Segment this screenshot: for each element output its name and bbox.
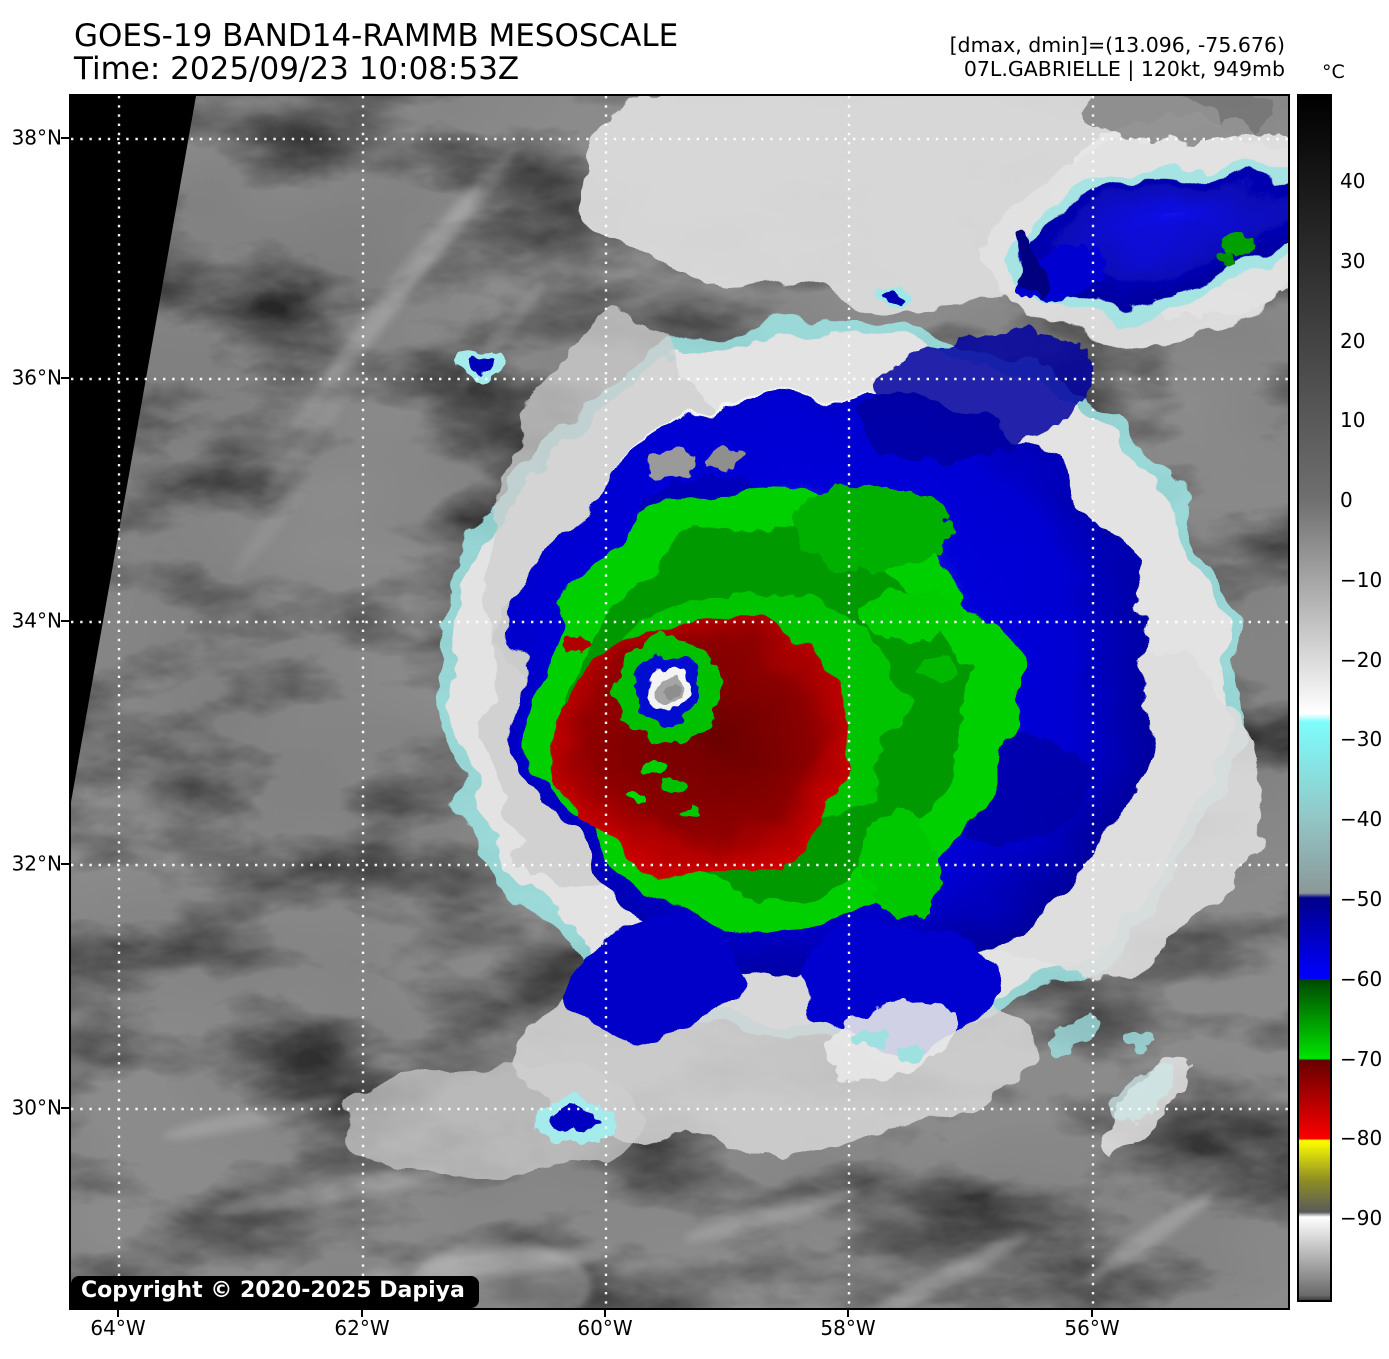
- lat-label: 30°N: [11, 1095, 62, 1120]
- lon-tickmark: [117, 1310, 119, 1317]
- colorbar-tick: 0: [1340, 488, 1353, 513]
- colorbar-tick: −60: [1340, 967, 1383, 992]
- info-block: [dmax, dmin]=(13.096, -75.676) 07L.GABRI…: [950, 33, 1285, 81]
- lat-label: 34°N: [11, 608, 62, 633]
- lat-tickmark: [61, 1107, 69, 1109]
- lat-label: 36°N: [11, 365, 62, 390]
- colorbar-tick: −10: [1340, 568, 1383, 593]
- storm-status: 07L.GABRIELLE | 120kt, 949mb: [963, 57, 1285, 82]
- lat-tickmark: [61, 377, 69, 379]
- colorbar-tick: −70: [1340, 1047, 1383, 1072]
- lon-label: 58°W: [820, 1316, 876, 1340]
- page-title: GOES-19 BAND14-RAMMB MESOSCALE: [74, 18, 679, 54]
- lat-tickmark: [61, 620, 69, 622]
- lon-tickmark: [847, 1310, 849, 1317]
- colorbar-tick: 30: [1340, 249, 1366, 274]
- colorbar-tick: 10: [1340, 408, 1366, 433]
- temperature-colorbar: [1297, 94, 1332, 1302]
- title-block: GOES-19 BAND14-RAMMB MESOSCALE Time: 202…: [74, 18, 679, 88]
- lon-tickmark: [361, 1310, 363, 1317]
- lon-label: 56°W: [1064, 1316, 1120, 1340]
- colorbar-tick: −50: [1340, 887, 1383, 912]
- colorbar-tick: −30: [1340, 727, 1383, 752]
- copyright-watermark: Copyright © 2020-2025 Dapiya: [71, 1276, 479, 1308]
- northeast-cold-band: [878, 96, 1288, 340]
- colorbar-tick: −40: [1340, 807, 1383, 832]
- dmax-dmin-readout: [dmax, dmin]=(13.096, -75.676): [949, 33, 1285, 57]
- satellite-image: [71, 96, 1288, 1308]
- colorbar-tick: −90: [1340, 1206, 1383, 1231]
- satellite-map: Copyright © 2020-2025 Dapiya: [69, 94, 1290, 1310]
- colorbar-tick: −80: [1340, 1126, 1383, 1151]
- graticule: [71, 96, 1288, 1308]
- lon-label: 64°W: [90, 1316, 146, 1340]
- timestamp: Time: 2025/09/23 10:08:53Z: [74, 51, 520, 88]
- lon-label: 62°W: [334, 1316, 390, 1340]
- colorbar-tick: 40: [1340, 169, 1366, 194]
- colorbar-tick: 20: [1340, 329, 1366, 354]
- lat-tickmark: [61, 137, 69, 139]
- sector-edge-nodata: [71, 96, 196, 802]
- colorbar-tick: −20: [1340, 648, 1383, 673]
- lon-tickmark: [604, 1310, 606, 1317]
- lon-label: 60°W: [577, 1316, 633, 1340]
- lat-label: 32°N: [11, 851, 62, 876]
- colorbar-unit-label: °C: [1322, 61, 1345, 83]
- hurricane-eye: [615, 635, 723, 743]
- lat-tickmark: [61, 863, 69, 865]
- lon-tickmark: [1091, 1310, 1093, 1317]
- lat-label: 38°N: [11, 125, 62, 150]
